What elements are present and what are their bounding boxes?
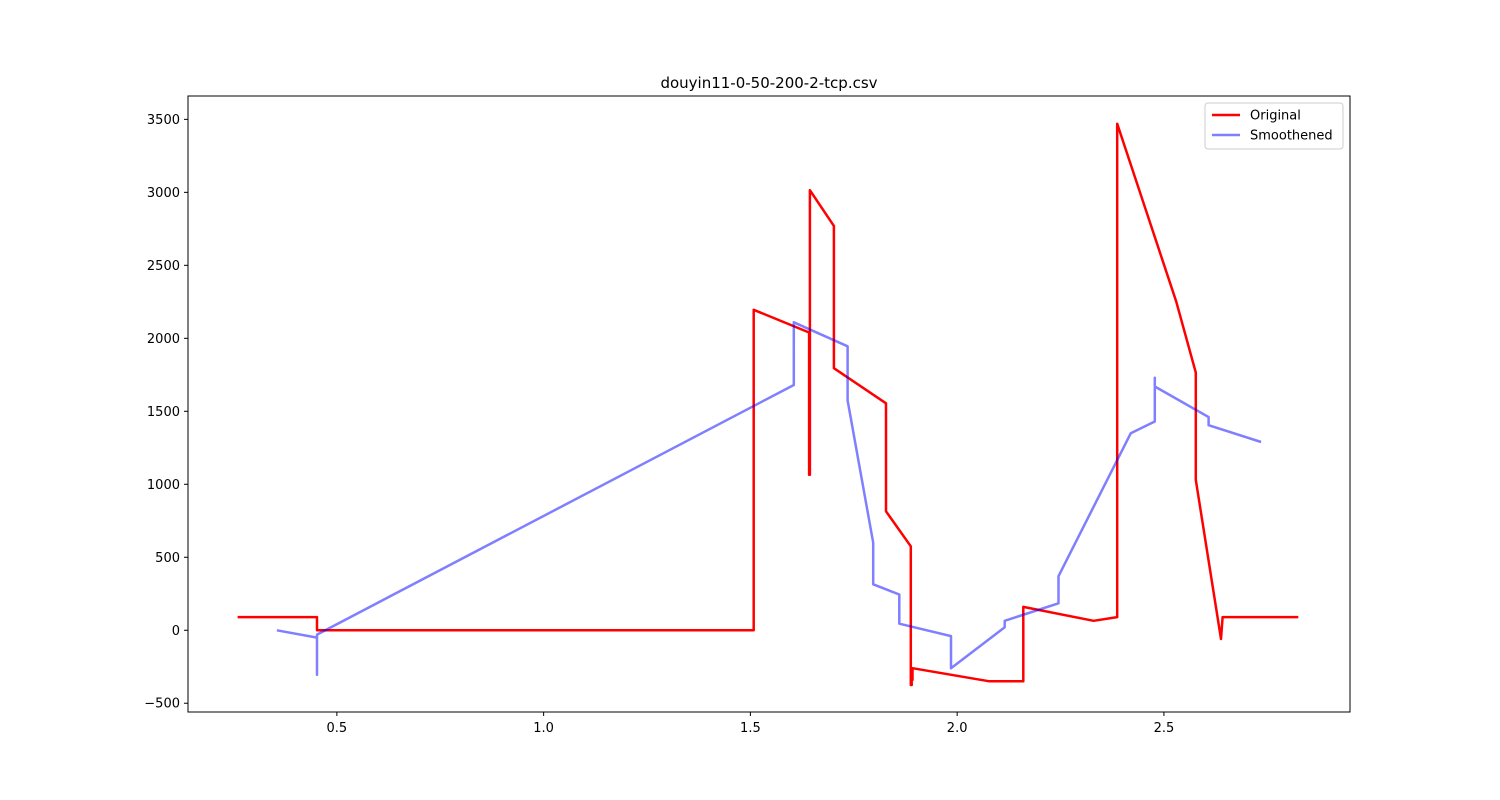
y-tick-label: 0 (172, 624, 180, 639)
plot-area (187, 95, 1351, 713)
series-line-original (237, 122, 1299, 687)
x-axis: 0.5 1.0 1.5 2.0 2.5 (327, 712, 1175, 736)
y-tick-label: 2000 (147, 332, 180, 347)
x-tick-label: 2.0 (947, 721, 968, 736)
legend: Original Smoothened (1204, 102, 1344, 150)
chart-title: douyin11-0-50-200-2-tcp.csv (660, 74, 877, 92)
y-axis: −500 0 500 1000 1500 2000 2500 3000 3500 (144, 113, 188, 712)
x-tick-label: 1.0 (533, 721, 554, 736)
legend-label-smoothened: Smoothened (1250, 129, 1333, 144)
series-line-smoothened (276, 321, 1262, 677)
y-tick-label: 1500 (147, 405, 180, 420)
y-tick-label: 3500 (147, 113, 180, 128)
y-tick-label: 3000 (147, 186, 180, 201)
legend-label-original: Original (1250, 109, 1301, 124)
y-tick-label: 1000 (147, 478, 180, 493)
x-tick-label: 2.5 (1154, 721, 1175, 736)
x-tick-label: 1.5 (740, 721, 761, 736)
series-layer (237, 122, 1299, 687)
x-tick-label: 0.5 (327, 721, 348, 736)
y-tick-label: 500 (155, 551, 180, 566)
y-tick-label: 2500 (147, 259, 180, 274)
y-tick-label: −500 (144, 697, 180, 712)
